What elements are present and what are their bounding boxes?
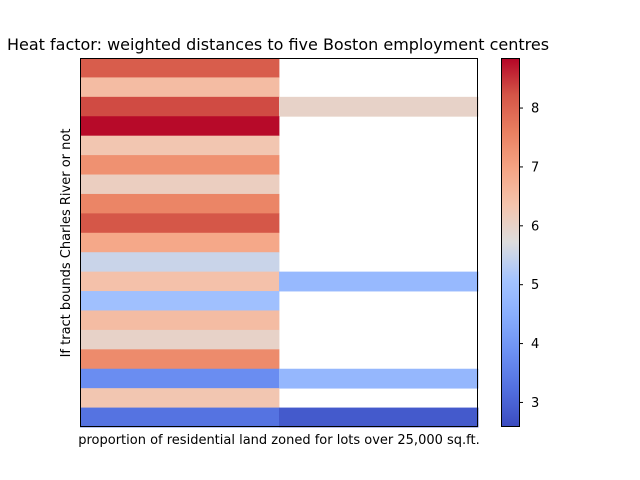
x-axis-label: proportion of residential land zoned for… bbox=[78, 433, 480, 448]
heatmap-cell bbox=[279, 368, 479, 389]
heatmap-cell bbox=[80, 77, 280, 98]
y-axis-label: If tract bounds Charles River or not bbox=[59, 129, 74, 358]
heatmap-cell bbox=[80, 174, 280, 195]
colorbar-tick-label: 8 bbox=[531, 102, 539, 117]
heatmap-cell bbox=[80, 96, 280, 117]
heatmap-cell bbox=[80, 155, 280, 175]
colorbar-tick-label: 4 bbox=[531, 337, 539, 352]
heatmap-cell bbox=[80, 193, 280, 214]
colorbar-ticks: 3 4 5 6 7 8 bbox=[519, 102, 539, 411]
heatmap-cell bbox=[80, 368, 280, 389]
chart-title: Heat factor: weighted distances to five … bbox=[7, 35, 549, 54]
plot-frame bbox=[80, 58, 478, 427]
heatmap-cell bbox=[279, 96, 479, 117]
colorbar-tick-label: 6 bbox=[531, 219, 539, 234]
heatmap-cell bbox=[80, 310, 280, 331]
heatmap-cell bbox=[80, 271, 280, 292]
colorbar bbox=[501, 58, 519, 426]
colorbar-tick-label: 5 bbox=[531, 278, 539, 293]
heatmap-cell bbox=[80, 291, 280, 311]
heatmap-cell bbox=[80, 116, 280, 137]
heatmap-cell bbox=[80, 407, 280, 428]
colorbar-frame bbox=[501, 58, 520, 427]
heatmap-cell bbox=[80, 329, 280, 350]
colorbar-tick-label: 7 bbox=[531, 160, 539, 175]
heatmap-cell bbox=[279, 407, 479, 428]
heatmap-cell bbox=[80, 349, 280, 370]
heatmap-cells bbox=[80, 58, 479, 428]
heatmap-cell bbox=[80, 58, 280, 78]
heatmap-cell bbox=[80, 252, 280, 273]
colorbar-tick-label: 3 bbox=[531, 396, 539, 411]
heatmap-cell bbox=[279, 271, 479, 292]
heatmap-cell bbox=[80, 232, 280, 253]
heatmap-cell bbox=[80, 388, 280, 408]
heatmap-cell bbox=[80, 213, 280, 234]
heatmap-cell bbox=[80, 135, 280, 156]
